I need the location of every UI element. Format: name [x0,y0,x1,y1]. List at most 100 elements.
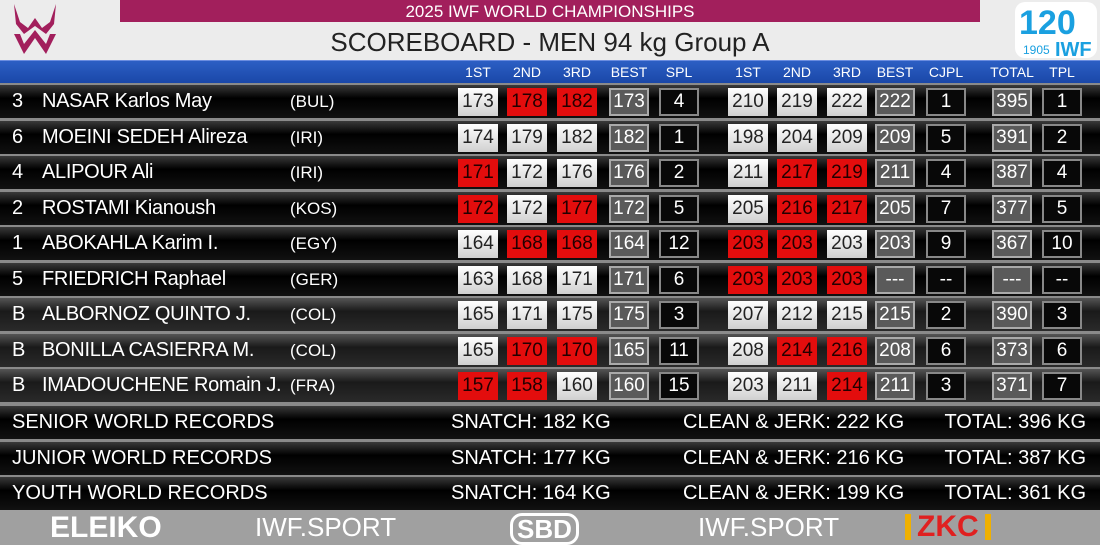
column-header-snatch-2: 2ND [512,64,541,80]
sponsor-zkc-logo: ZKC [905,512,991,542]
record-snatch: SNATCH: 164 KG [451,482,611,504]
record-clean-jerk: CLEAN & JERK: 199 KG [683,482,905,504]
snatch-best: 165 [609,336,649,365]
snatch-place: 6 [659,265,699,294]
athlete-country: (COL) [290,305,337,324]
snatch-attempt-1: 165 [458,301,498,329]
total-place: 10 [1042,230,1082,258]
cj-attempt-2: 214 [777,336,817,365]
total: 371 [992,372,1032,400]
snatch-place: 3 [659,301,699,329]
cj-attempt-2: 212 [777,301,817,329]
snatch-attempt-1: 173 [458,88,498,116]
cj-place: -- [926,265,966,294]
snatch-place: 5 [659,194,699,223]
snatch-attempt-3: 182 [557,88,597,116]
cj-attempt-1: 211 [728,159,768,187]
title-area: 2025 IWF WORLD CHAMPIONSHIPS SCOREBOARD … [0,0,1100,60]
snatch-best: 182 [609,123,649,152]
snatch-attempt-3: 170 [557,336,597,365]
lot-rank: B [12,303,26,325]
cj-attempt-3: 203 [827,230,867,258]
athlete-name: NASAR Karlos May [42,90,212,112]
lot-rank: 4 [12,161,24,183]
cj-best: 211 [875,159,915,187]
cj-attempt-3: 217 [827,194,867,223]
lot-rank: 2 [12,196,24,219]
snatch-attempt-1: 165 [458,336,498,365]
snatch-attempt-3: 171 [557,265,597,294]
cj-best: 203 [875,230,915,258]
snatch-attempt-1: 164 [458,230,498,258]
snatch-best: 176 [609,159,649,187]
cj-attempt-2: 216 [777,194,817,223]
snatch-best: 171 [609,265,649,294]
snatch-best: 175 [609,301,649,329]
athlete-country: (BUL) [290,92,335,111]
sponsor-sbd-logo: SBD [510,513,579,545]
total-place: 6 [1042,336,1082,365]
cj-attempt-3: 216 [827,336,867,365]
snatch-attempt-2: 168 [507,230,547,258]
snatch-attempt-2: 179 [507,123,547,152]
snatch-attempt-3: 182 [557,123,597,152]
snatch-attempt-1: 163 [458,265,498,294]
column-header-cj-3: 3RD [832,64,861,80]
cj-place: 2 [926,301,966,329]
athlete-row: 4 ALIPOUR Ali (IRI) 171 172 176 176 2 211 217 219 2… [0,156,1100,189]
record-snatch: SNATCH: 182 KG [451,411,611,433]
snatch-place: 15 [659,372,699,400]
record-row: JUNIOR WORLD RECORDS SNATCH: 177 KG CLEAN … [0,441,1100,475]
athlete-name: ROSTAMI Kianoush [42,196,216,219]
event-band [120,0,980,22]
cj-place: 5 [926,123,966,152]
snatch-attempt-2: 171 [507,301,547,329]
sponsor-iwf-sport: IWF.SPORT [255,512,397,542]
snatch-place: 2 [659,159,699,187]
athlete-row: B IMADOUCHENE Romain J. (FRA) 157 158 160 160 1… [0,369,1100,402]
snatch-attempt-2: 172 [507,159,547,187]
cj-attempt-3: 214 [827,372,867,400]
athlete-country: (COL) [290,340,337,360]
cj-attempt-1: 207 [728,301,768,329]
cj-attempt-3: 203 [827,265,867,294]
lot-rank: 5 [12,267,24,290]
snatch-attempt-3: 177 [557,194,597,223]
record-clean-jerk: CLEAN & JERK: 216 KG [683,446,905,469]
total: 367 [992,230,1032,258]
athlete-country: (KOS) [290,198,338,218]
lot-rank: 6 [12,125,24,148]
cj-place: 7 [926,194,966,223]
sponsor-iwf-sport: IWF.SPORT [698,512,840,542]
column-header-snatch-best: BEST [610,64,648,80]
lot-rank: 1 [12,232,24,254]
snatch-attempt-2: 178 [507,88,547,116]
page-title: SCOREBOARD - MEN 94 kg Group A [330,27,770,57]
svg-text:1905: 1905 [1023,43,1050,57]
cj-attempt-3: 209 [827,123,867,152]
sponsor-bar: ELEIKO IWF.SPORT SBD IWF.SPORT ZKC [0,510,1100,545]
record-row: SENIOR WORLD RECORDS SNATCH: 182 KG CLEAN … [0,406,1100,439]
snatch-attempt-3: 175 [557,301,597,329]
total-place: 1 [1042,88,1082,116]
cj-attempt-3: 215 [827,301,867,329]
cj-best: --- [875,265,915,294]
snatch-place: 1 [659,123,699,152]
lot-rank: B [12,338,26,361]
cj-attempt-2: 211 [777,372,817,400]
cj-attempt-3: 222 [827,88,867,116]
snatch-attempt-1: 172 [458,194,498,223]
athlete-row: 6 MOEINI SEDEH Alireza (IRI) 174 179 182 182 1 1… [0,120,1100,154]
athlete-country: (IRI) [290,163,324,182]
cj-attempt-1: 203 [728,372,768,400]
cj-attempt-1: 210 [728,88,768,116]
athlete-row: 3 NASAR Karlos May (BUL) 173 178 182 173 4 210 21… [0,85,1100,118]
athlete-country: (IRI) [290,127,324,147]
column-header-snatch-place: SPL [665,64,693,80]
cj-place: 6 [926,336,966,365]
cj-attempt-1: 203 [728,265,768,294]
snatch-attempt-2: 172 [507,194,547,223]
athlete-name: ALIPOUR Ali [42,161,154,183]
record-clean-jerk: CLEAN & JERK: 222 KG [683,411,905,433]
athlete-row: 5 FRIEDRICH Raphael (GER) 163 168 171 171 6 203 2… [0,262,1100,296]
